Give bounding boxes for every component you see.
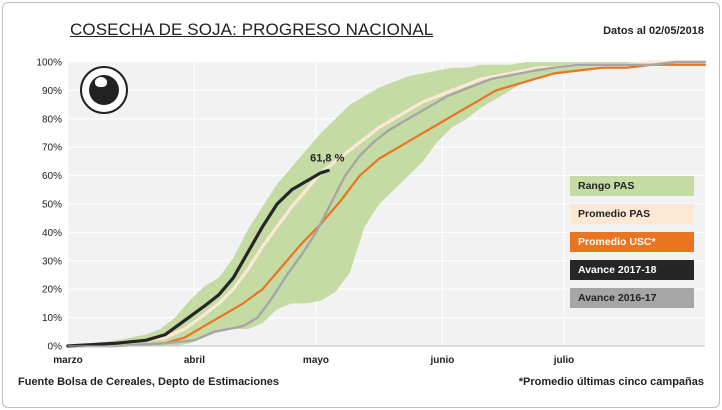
legend-item-rango-pas: Rango PAS	[570, 176, 694, 196]
y-tick-label: 80%	[42, 114, 62, 125]
y-tick-label: 10%	[42, 313, 62, 324]
annotation-label: 61,8 %	[310, 152, 344, 164]
bolsa-logo	[80, 66, 128, 114]
x-tick-label: julio	[553, 355, 575, 366]
line-avance-2016-17	[66, 60, 707, 348]
y-tick-label: 40%	[42, 228, 62, 239]
range-pas-band	[68, 62, 705, 346]
legend-item-promedio-pas: Promedio PAS	[570, 204, 694, 224]
footnote: *Promedio últimas cinco campañas	[518, 376, 704, 388]
y-tick-label: 50%	[42, 200, 62, 211]
legend-item-promedio-usc: Promedio USC*	[570, 232, 694, 252]
legend-item-avance-2016-17: Avance 2016-17	[570, 288, 694, 308]
y-tick-label: 0%	[48, 342, 63, 353]
y-tick-label: 70%	[42, 143, 62, 154]
data-date: Datos al 02/05/2018	[603, 25, 704, 37]
logo-figure-icon	[95, 77, 107, 87]
chart-title: COSECHA DE SOJA: PROGRESO NACIONAL	[70, 20, 434, 39]
legend-item-avance-2017-18: Avance 2017-18	[570, 260, 694, 280]
y-tick-label: 90%	[42, 86, 62, 97]
x-tick-label: mayo	[303, 355, 329, 366]
x-tick-label: junio	[429, 355, 454, 366]
line-promedio-usc	[66, 63, 707, 348]
source-note: Fuente Bolsa de Cereales, Depto de Estim…	[18, 376, 280, 388]
y-tick-label: 60%	[42, 171, 62, 182]
y-tick-label: 100%	[36, 58, 62, 69]
x-tick-label: abril	[184, 355, 205, 366]
x-tick-label: marzo	[53, 355, 82, 366]
line-avance-2017-18	[66, 168, 330, 348]
y-tick-label: 20%	[42, 285, 62, 296]
y-tick-label: 30%	[42, 256, 62, 267]
chart-legend: Rango PAS Promedio PAS Promedio USC* Ava…	[570, 176, 694, 316]
